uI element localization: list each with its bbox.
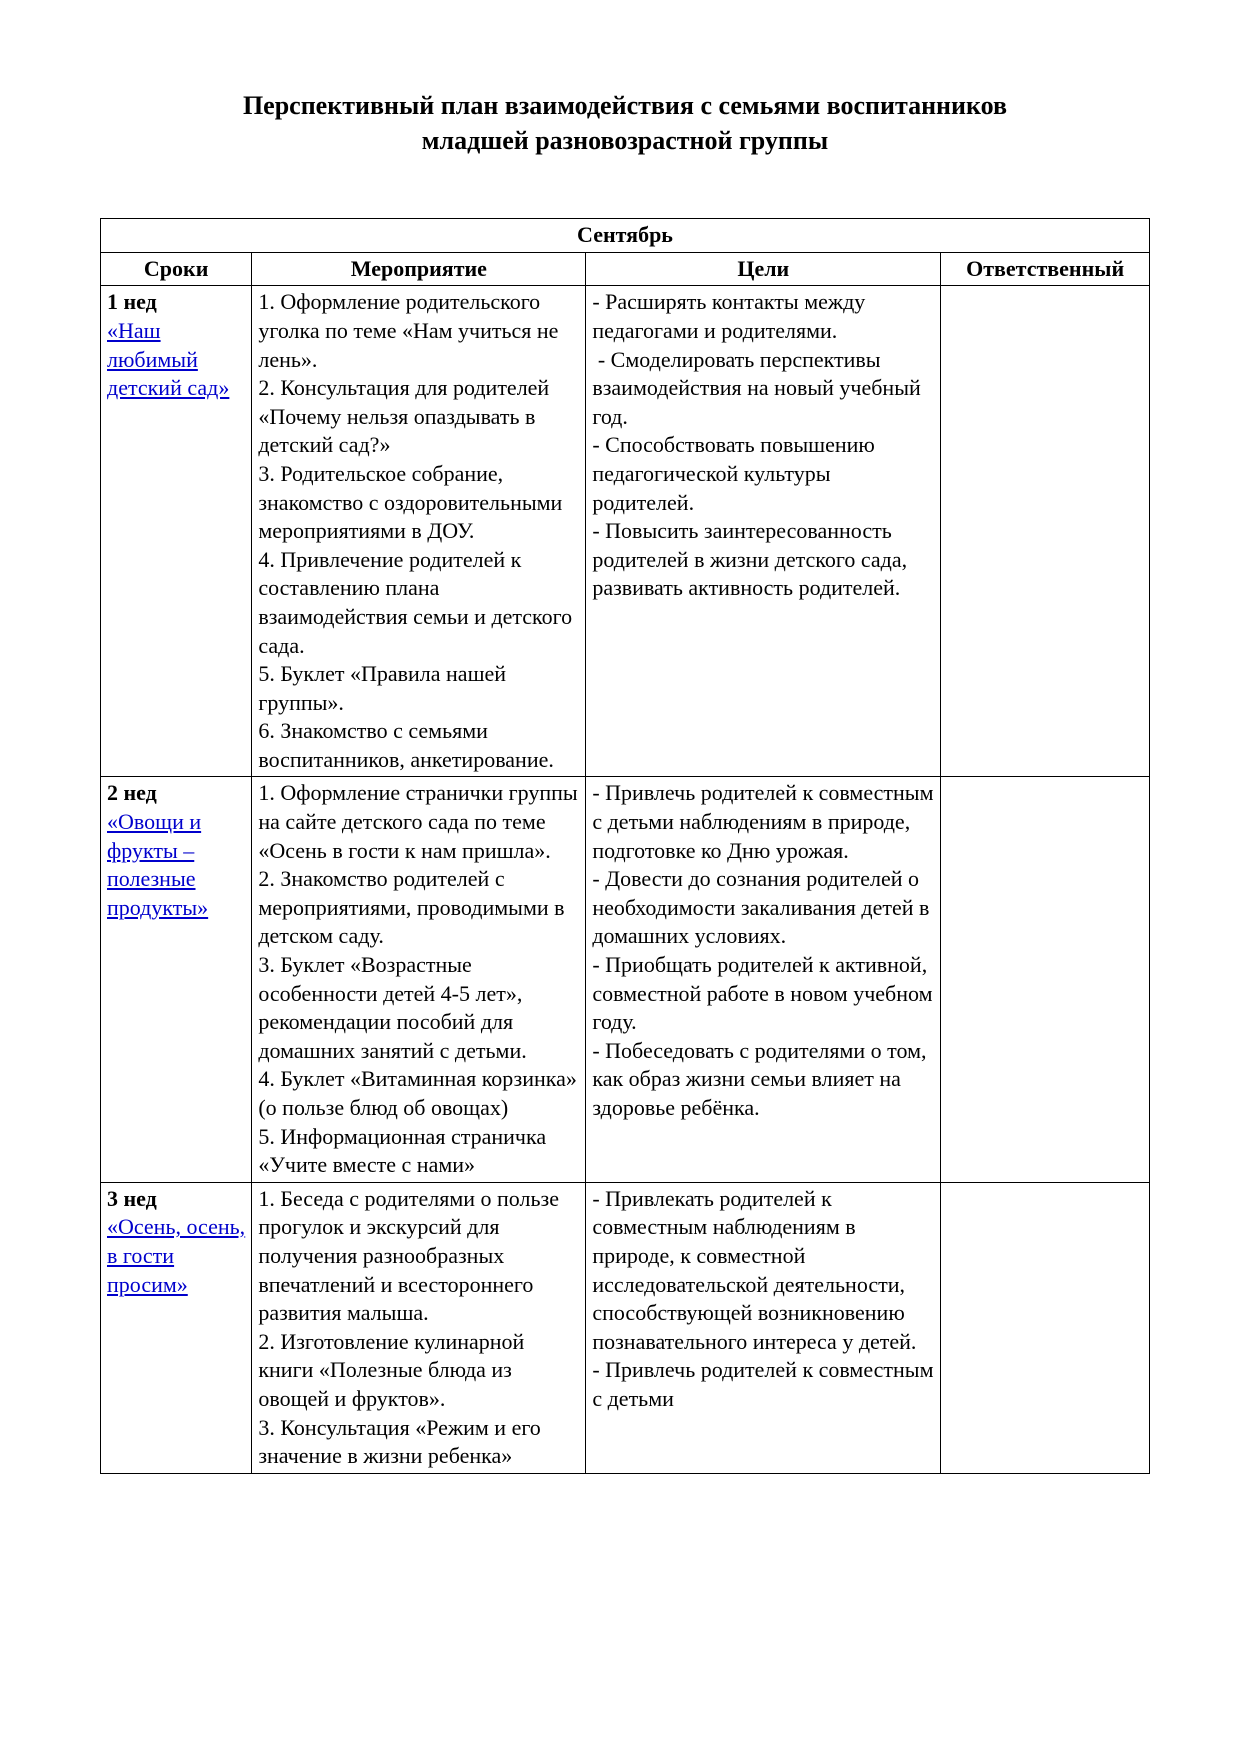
- goals-text: - Привлечь родителей к совместным с деть…: [592, 779, 934, 1122]
- cell-resp: [941, 286, 1150, 777]
- table-header-row: Сроки Мероприятие Цели Ответственный: [101, 252, 1150, 286]
- event-text: 1. Оформление странички группы на сайте …: [258, 779, 579, 1179]
- cell-goals: - Привлекать родителей к совместным набл…: [586, 1182, 941, 1473]
- event-text: 1. Беседа с родителями о пользе прогулок…: [258, 1185, 579, 1471]
- document-page: Перспективный план взаимодействия с семь…: [0, 0, 1240, 1554]
- cell-resp: [941, 777, 1150, 1182]
- cell-goals: - Привлечь родителей к совместным с деть…: [586, 777, 941, 1182]
- col-header-resp: Ответственный: [941, 252, 1150, 286]
- cell-resp: [941, 1182, 1150, 1473]
- cell-sroki: 2 нед «Овощи и фрукты – полезные продукт…: [101, 777, 252, 1182]
- theme-link[interactable]: «Осень, осень, в гости просим»: [107, 1214, 245, 1296]
- cell-event: 1. Оформление родительского уголка по те…: [252, 286, 586, 777]
- theme-link[interactable]: «Наш любимый детский сад»: [107, 318, 229, 400]
- col-header-sroki: Сроки: [101, 252, 252, 286]
- theme-link[interactable]: «Овощи и фрукты – полезные продукты»: [107, 809, 208, 920]
- page-title: Перспективный план взаимодействия с семь…: [100, 88, 1150, 158]
- table-row: 2 нед «Овощи и фрукты – полезные продукт…: [101, 777, 1150, 1182]
- month-header: Сентябрь: [101, 219, 1150, 253]
- event-text: 1. Оформление родительского уголка по те…: [258, 288, 579, 774]
- cell-event: 1. Оформление странички группы на сайте …: [252, 777, 586, 1182]
- cell-sroki: 1 нед «Наш любимый детский сад»: [101, 286, 252, 777]
- table-row: 3 нед «Осень, осень, в гости просим» 1. …: [101, 1182, 1150, 1473]
- week-label: 1 нед: [107, 289, 157, 314]
- col-header-goals: Цели: [586, 252, 941, 286]
- cell-goals: - Расширять контакты между педагогами и …: [586, 286, 941, 777]
- plan-table: Сентябрь Сроки Мероприятие Цели Ответств…: [100, 218, 1150, 1474]
- week-label: 2 нед: [107, 780, 157, 805]
- goals-text: - Расширять контакты между педагогами и …: [592, 288, 934, 603]
- week-label: 3 нед: [107, 1186, 157, 1211]
- goals-text: - Привлекать родителей к совместным набл…: [592, 1185, 934, 1414]
- cell-sroki: 3 нед «Осень, осень, в гости просим»: [101, 1182, 252, 1473]
- title-line-1: Перспективный план взаимодействия с семь…: [243, 91, 1007, 120]
- title-line-2: младшей разновозрастной группы: [422, 126, 828, 155]
- cell-event: 1. Беседа с родителями о пользе прогулок…: [252, 1182, 586, 1473]
- table-month-row: Сентябрь: [101, 219, 1150, 253]
- table-row: 1 нед «Наш любимый детский сад» 1. Оформ…: [101, 286, 1150, 777]
- col-header-event: Мероприятие: [252, 252, 586, 286]
